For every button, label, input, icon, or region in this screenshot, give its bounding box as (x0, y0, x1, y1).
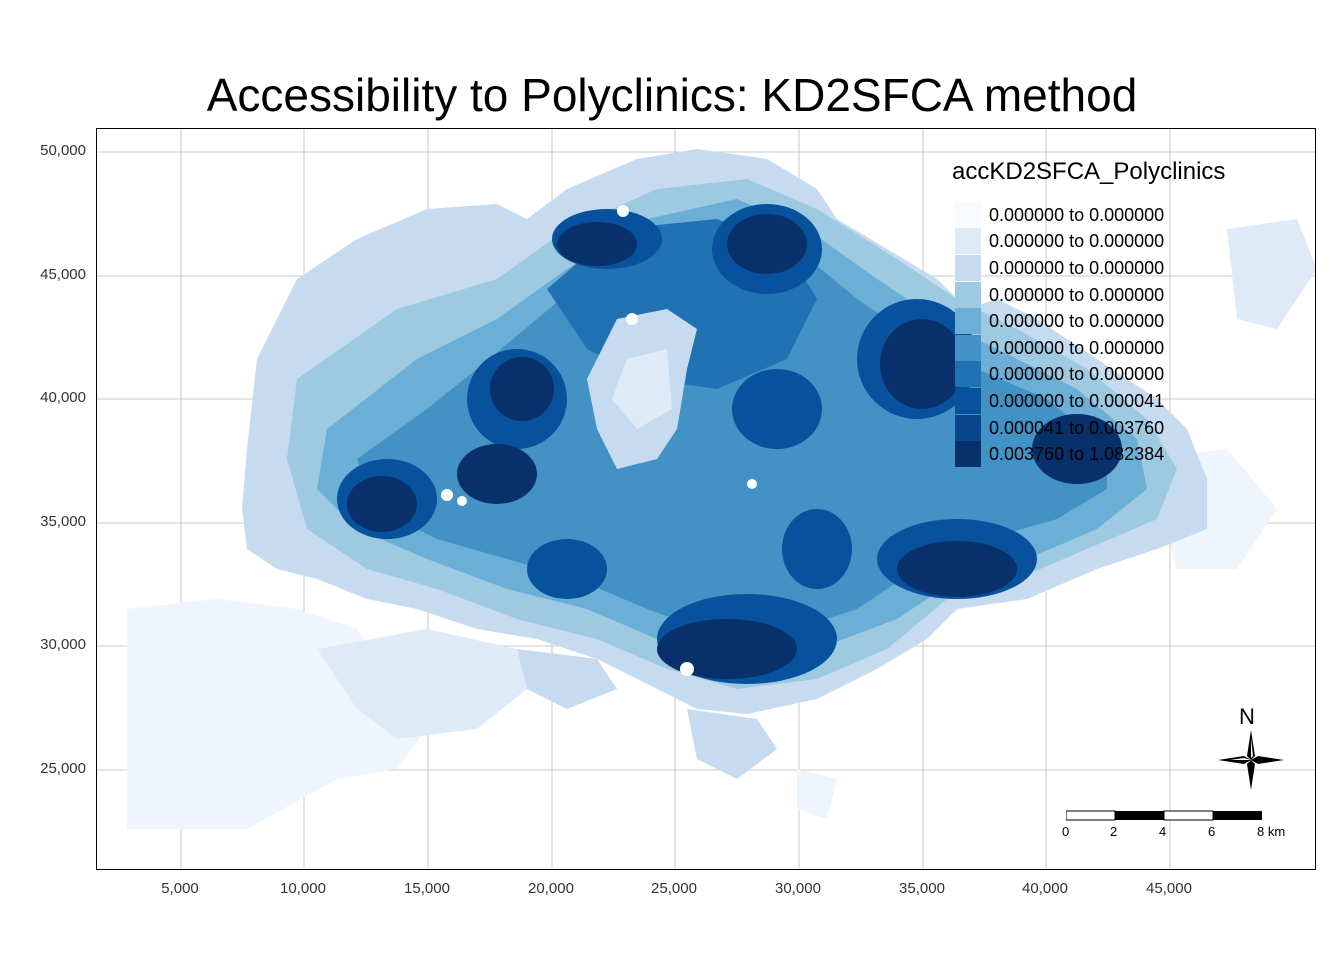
legend-label: 0.000000 to 0.000000 (989, 205, 1165, 225)
x-tick-label: 5,000 (161, 880, 199, 897)
scale-tick-label: 2 (1110, 824, 1118, 839)
x-tick-label: 25,000 (651, 880, 697, 897)
y-tick-label: 50,000 (40, 142, 86, 159)
y-tick-label: 25,000 (40, 760, 86, 777)
x-tick-label: 30,000 (775, 880, 821, 897)
y-tick-label: 35,000 (40, 513, 86, 530)
map-title: Accessibility to Polyclinics: KD2SFCA me… (206, 69, 1138, 121)
x-tick-label: 35,000 (899, 880, 945, 897)
central-catchment-core (612, 349, 672, 429)
legend-swatch (955, 335, 981, 361)
legend-swatch (955, 441, 981, 467)
legend-swatch (955, 282, 981, 308)
legend-label: 0.000000 to 0.000000 (989, 231, 1165, 251)
no-data-holes (441, 205, 757, 676)
x-tick-label: 15,000 (404, 880, 450, 897)
legend-label: 0.000000 to 0.000000 (989, 311, 1165, 331)
map-canvas (97, 129, 1315, 869)
high-accessibility-clusters (337, 204, 1122, 684)
x-tick-label: 10,000 (280, 880, 326, 897)
scale-tick-label: 0 (1062, 824, 1070, 839)
legend-swatch (955, 308, 981, 334)
legend-swatch (955, 388, 981, 414)
legend-label: 0.000000 to 0.000041 (989, 391, 1165, 411)
x-tick-label: 45,000 (1146, 880, 1192, 897)
x-tick-label: 20,000 (528, 880, 574, 897)
legend-swatch (955, 202, 981, 228)
scale-tick-label: 8 km (1257, 824, 1286, 839)
scale-bar (1066, 810, 1262, 821)
legend-swatch (955, 228, 981, 254)
compass-icon (1218, 730, 1284, 790)
y-tick-label: 45,000 (40, 266, 86, 283)
north-label: N (1239, 704, 1255, 729)
legend-label: 0.000000 to 0.000000 (989, 338, 1165, 358)
legend-label: 0.000000 to 0.000000 (989, 285, 1165, 305)
legend-label: 0.000000 to 0.000000 (989, 258, 1165, 278)
legend-label: 0.000041 to 0.003760 (989, 418, 1165, 438)
legend-title: accKD2SFCA_Polyclinics (952, 158, 1226, 185)
y-tick-label: 30,000 (40, 636, 86, 653)
x-tick-label: 40,000 (1022, 880, 1068, 897)
y-tick-label: 40,000 (40, 389, 86, 406)
legend-swatch (955, 361, 981, 387)
scale-tick-label: 6 (1208, 824, 1216, 839)
legend-label: 0.000000 to 0.000000 (989, 364, 1165, 384)
scale-tick-label: 4 (1159, 824, 1167, 839)
legend-swatch (955, 255, 981, 281)
legend-swatch (955, 415, 981, 441)
map-panel (96, 128, 1316, 870)
legend-label: 0.003760 to 1.082384 (989, 444, 1165, 464)
